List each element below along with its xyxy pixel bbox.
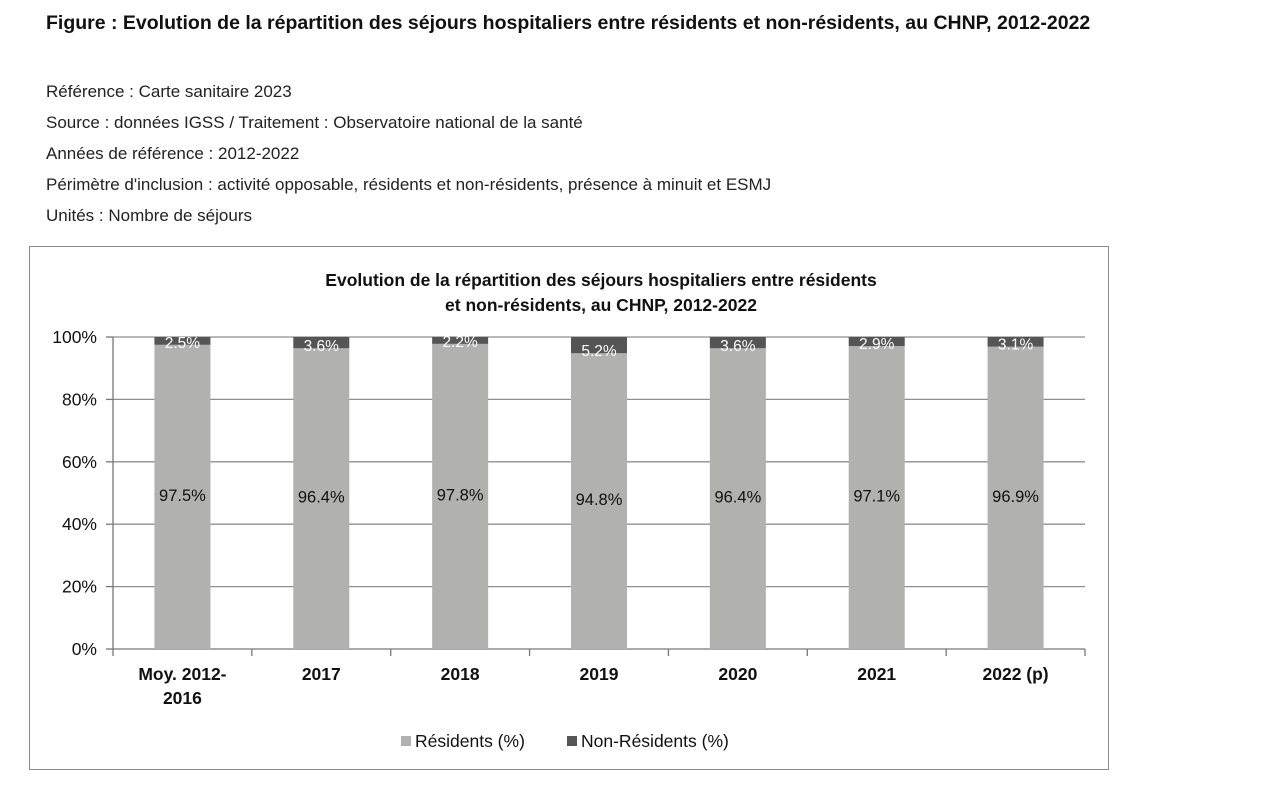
bar-non-residents <box>432 337 489 344</box>
bar-residents <box>571 353 627 649</box>
bar-residents <box>709 348 766 649</box>
legend-swatch <box>567 736 577 746</box>
data-label-non-residents: 2.5% <box>165 335 201 352</box>
legend-swatch <box>401 736 411 746</box>
bar-non-residents <box>154 337 211 345</box>
bar-non-residents <box>571 337 627 354</box>
data-label-non-residents: 5.2% <box>581 343 617 360</box>
bar-non-residents <box>709 337 766 349</box>
data-label-non-residents: 3.6% <box>304 338 340 355</box>
bar-non-residents <box>848 337 905 347</box>
data-label-residents: 96.4% <box>714 489 761 507</box>
data-label-non-residents: 2.2% <box>442 334 478 351</box>
chart-title-line: Evolution de la répartition des séjours … <box>325 270 877 290</box>
bar-residents <box>848 346 905 649</box>
y-tick-label: 0% <box>72 639 97 659</box>
y-tick-label: 100% <box>52 327 97 347</box>
data-label-residents: 96.4% <box>298 489 345 507</box>
data-label-residents: 97.1% <box>853 488 900 506</box>
bar-residents <box>293 348 350 649</box>
legend-label: Non-Résidents (%) <box>581 731 729 751</box>
data-label-non-residents: 3.1% <box>998 337 1034 354</box>
figure-title: Figure : Evolution de la répartition des… <box>46 12 1091 34</box>
y-tick-label: 20% <box>62 577 97 597</box>
y-tick-label: 80% <box>62 389 97 409</box>
data-label-residents: 94.8% <box>576 491 623 509</box>
meta-scope: Périmètre d'inclusion : activité opposab… <box>46 175 772 194</box>
bar-non-residents <box>987 337 1044 347</box>
meta-years: Années de référence : 2012-2022 <box>46 144 300 163</box>
x-category-label: Moy. 2012- <box>138 664 226 684</box>
y-tick-label: 60% <box>62 452 97 472</box>
data-label-residents: 97.8% <box>437 486 484 504</box>
meta-reference: Référence : Carte sanitaire 2023 <box>46 82 292 101</box>
x-category-label: 2020 <box>718 664 757 684</box>
x-category-label: 2022 (p) <box>983 664 1049 684</box>
x-category-label: 2021 <box>857 664 896 684</box>
chart-frame: Evolution de la répartition des séjours … <box>29 246 1109 770</box>
x-category-label: 2019 <box>580 664 619 684</box>
bar-non-residents <box>293 337 350 349</box>
data-label-non-residents: 2.9% <box>859 336 895 353</box>
data-label-non-residents: 3.6% <box>720 338 756 355</box>
data-label-residents: 97.5% <box>159 487 206 505</box>
bar-residents <box>987 346 1044 649</box>
meta-units: Unités : Nombre de séjours <box>46 206 252 225</box>
y-tick-label: 40% <box>62 514 97 534</box>
x-category-label: 2017 <box>302 664 341 684</box>
x-category-label: 2016 <box>163 688 202 708</box>
legend-label: Résidents (%) <box>415 731 525 751</box>
data-label-residents: 96.9% <box>992 488 1039 506</box>
chart-title-line: et non-résidents, au CHNP, 2012-2022 <box>445 295 757 315</box>
bar-residents <box>154 344 211 649</box>
x-category-label: 2018 <box>441 664 480 684</box>
stacked-bar-chart: Evolution de la répartition des séjours … <box>52 270 1086 751</box>
meta-source: Source : données IGSS / Traitement : Obs… <box>46 113 583 132</box>
bar-residents <box>432 343 489 649</box>
figure-metadata: Référence : Carte sanitaire 2023 Source … <box>46 76 771 231</box>
